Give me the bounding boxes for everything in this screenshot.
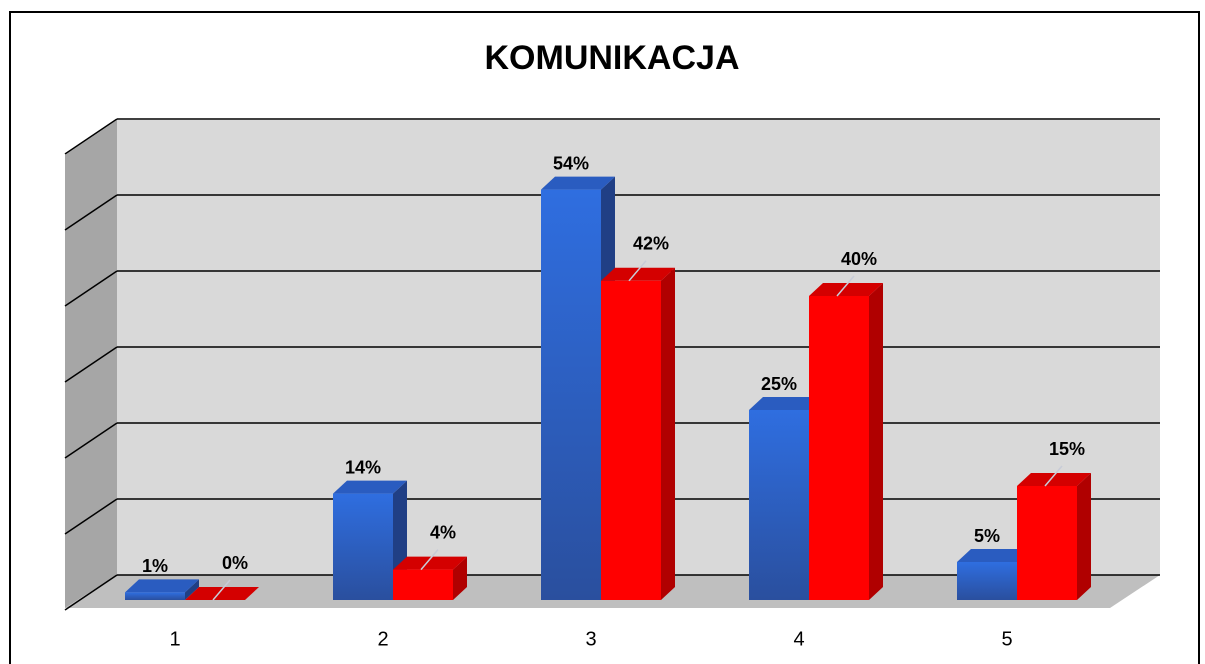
bar: [809, 296, 869, 600]
bar-top: [1017, 473, 1091, 486]
bar-top: [185, 587, 259, 600]
x-tick-label: 3: [585, 628, 596, 650]
data-label: 4%: [430, 522, 456, 542]
data-label: 15%: [1049, 439, 1085, 459]
bar: [601, 280, 661, 600]
data-label: 0%: [222, 553, 248, 573]
bar: [749, 410, 809, 600]
bar-side: [453, 556, 467, 600]
bar-top: [333, 480, 407, 494]
bar-side: [1077, 473, 1091, 600]
grid-line: [64, 346, 118, 383]
bar-top: [393, 556, 467, 570]
data-label: 1%: [142, 556, 168, 576]
bar: [541, 189, 601, 600]
bar: [1017, 486, 1077, 600]
leader-line: [212, 579, 231, 601]
data-label: 25%: [761, 374, 797, 394]
grid-line: [64, 498, 118, 535]
x-tick-label: 4: [793, 628, 804, 650]
grid-line: [64, 422, 118, 459]
bar: [393, 569, 453, 600]
bar-top: [125, 579, 199, 593]
bar-side: [185, 579, 199, 600]
bar: [125, 592, 185, 600]
leader-line: [1044, 465, 1063, 487]
data-label: 42%: [633, 234, 669, 254]
grid-line: [64, 270, 118, 307]
bar-top: [957, 549, 1031, 562]
bar-top: [541, 176, 615, 190]
x-tick-label: 5: [1001, 628, 1012, 650]
bar-top: [601, 267, 675, 281]
bar-side: [661, 267, 675, 600]
bar-side: [869, 283, 883, 600]
bar: [333, 493, 393, 600]
data-label: 40%: [841, 249, 877, 269]
leader-line: [420, 549, 439, 571]
leader-line: [836, 275, 855, 297]
data-label: 14%: [345, 457, 381, 477]
x-tick-label: 1: [169, 628, 180, 650]
bar-top: [749, 397, 823, 410]
data-label: 5%: [974, 526, 1000, 546]
x-tick-label: 2: [377, 628, 388, 650]
grid-line: [64, 574, 118, 611]
leader-line: [628, 260, 647, 282]
chart-title: KOMUNIKACJA: [485, 39, 740, 77]
data-label: 54%: [553, 153, 589, 173]
bar-top: [809, 283, 883, 296]
grid-line: [64, 118, 118, 155]
bar: [957, 562, 1017, 600]
grid-line: [64, 194, 118, 231]
